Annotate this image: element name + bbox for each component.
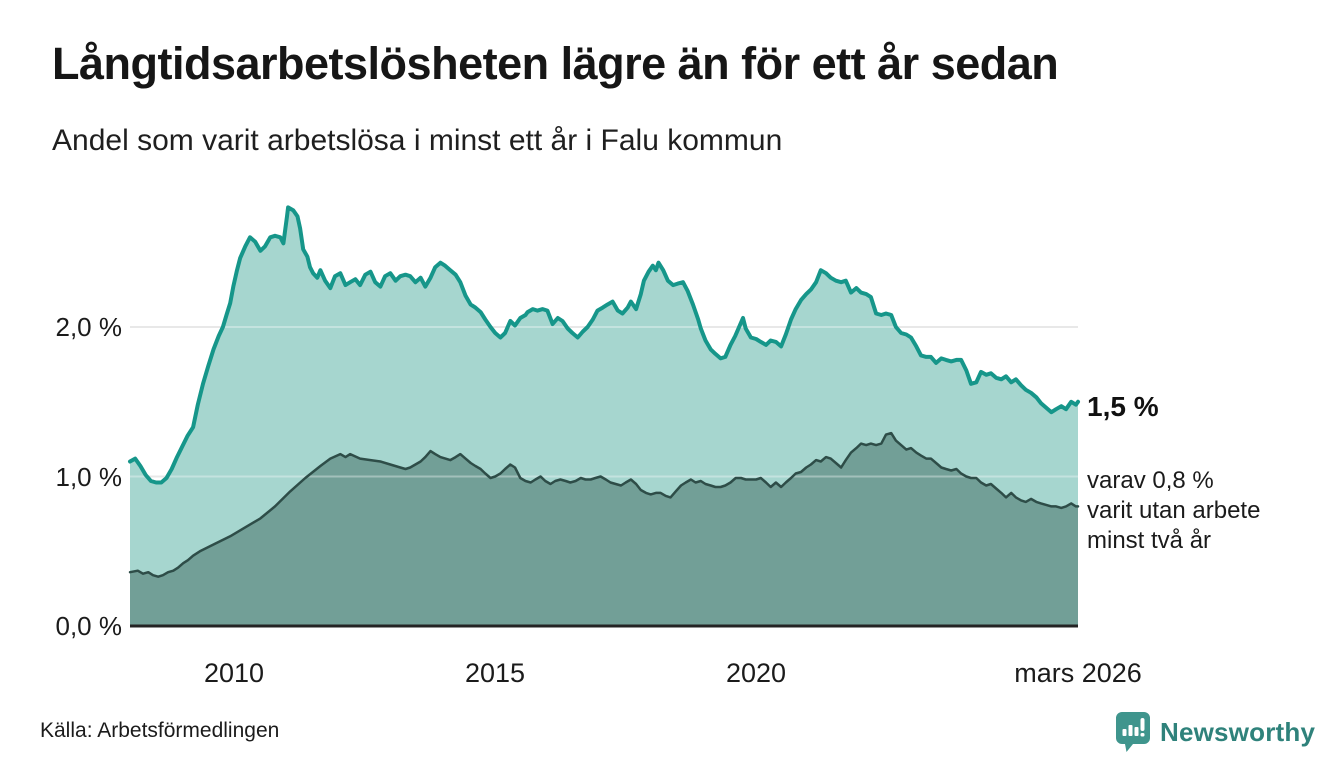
y-axis-label-1: 1,0 % <box>55 462 123 492</box>
x-axis-label-2010: 2010 <box>203 658 265 688</box>
newsworthy-logo-text: Newsworthy <box>1160 716 1316 747</box>
source-credit: Källa: Arbetsförmedlingen <box>40 719 280 742</box>
newsworthy-logo-icon <box>1116 712 1150 752</box>
page-title: Långtidsarbetslösheten lägre än för ett … <box>52 38 1059 89</box>
secondary-annotation-line-2: varit utan arbete <box>1087 497 1261 524</box>
secondary-annotation-line-3: minst två år <box>1087 527 1212 554</box>
latest-value-label: 1,5 % <box>1087 391 1159 422</box>
newsworthy-logo: Newsworthy <box>1115 711 1315 753</box>
y-axis-label-0: 0,0 % <box>55 611 123 641</box>
x-axis-label-mars-2026: mars 2026 <box>1014 658 1142 688</box>
x-axis-label-2015: 2015 <box>464 658 526 688</box>
chart-subtitle: Andel som varit arbetslösa i minst ett å… <box>52 124 783 157</box>
secondary-annotation: varav 0,8 % varit utan arbete minst två … <box>1087 466 1260 556</box>
y-axis-label-2: 2,0 % <box>55 312 123 342</box>
secondary-annotation-line-1: varav 0,8 % <box>1087 467 1214 494</box>
x-axis-label-2020: 2020 <box>725 658 787 688</box>
